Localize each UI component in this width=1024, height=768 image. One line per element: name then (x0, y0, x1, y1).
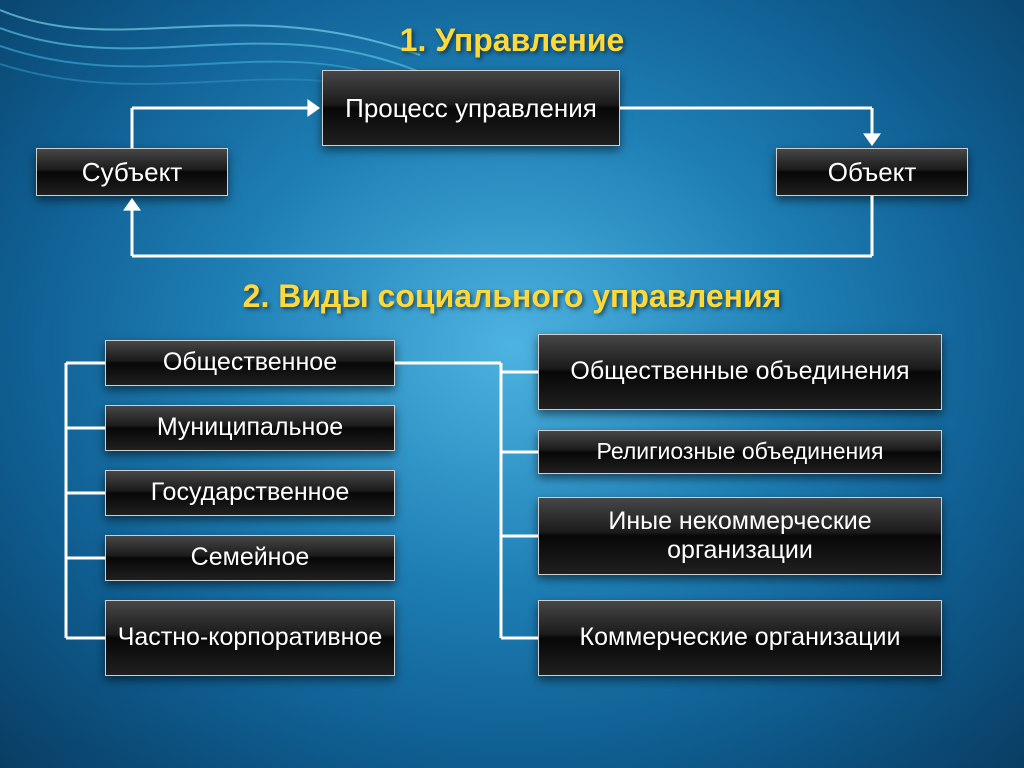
right-item-1: Религиозные объединения (538, 430, 942, 474)
node-subject-label: Субъект (82, 157, 182, 188)
node-object: Объект (776, 148, 968, 196)
node-object-label: Объект (828, 157, 917, 188)
right-item-3-label: Коммерческие организации (580, 623, 901, 653)
left-item-2: Государственное (105, 470, 395, 516)
right-item-0: Общественные объединения (538, 334, 942, 410)
right-item-2-label: Иные некоммерческие организации (539, 507, 941, 566)
node-process-label: Процесс управления (345, 93, 597, 124)
left-item-0: Общественное (105, 340, 395, 386)
left-item-1-label: Муниципальное (157, 413, 343, 443)
section2-title: 2. Виды социального управления (0, 278, 1024, 315)
left-item-1: Муниципальное (105, 405, 395, 451)
left-item-4-label: Частно-корпоративное (118, 623, 383, 653)
right-item-2: Иные некоммерческие организации (538, 497, 942, 575)
left-item-4: Частно-корпоративное (105, 600, 395, 676)
right-item-1-label: Религиозные объединения (597, 438, 884, 465)
right-item-0-label: Общественные объединения (570, 357, 909, 387)
right-item-3: Коммерческие организации (538, 600, 942, 676)
left-item-3-label: Семейное (191, 543, 310, 573)
node-subject: Субъект (36, 148, 228, 196)
left-item-0-label: Общественное (163, 348, 337, 378)
node-process: Процесс управления (322, 70, 620, 146)
left-item-3: Семейное (105, 535, 395, 581)
left-item-2-label: Государственное (151, 478, 350, 508)
section1-title: 1. Управление (0, 22, 1024, 59)
